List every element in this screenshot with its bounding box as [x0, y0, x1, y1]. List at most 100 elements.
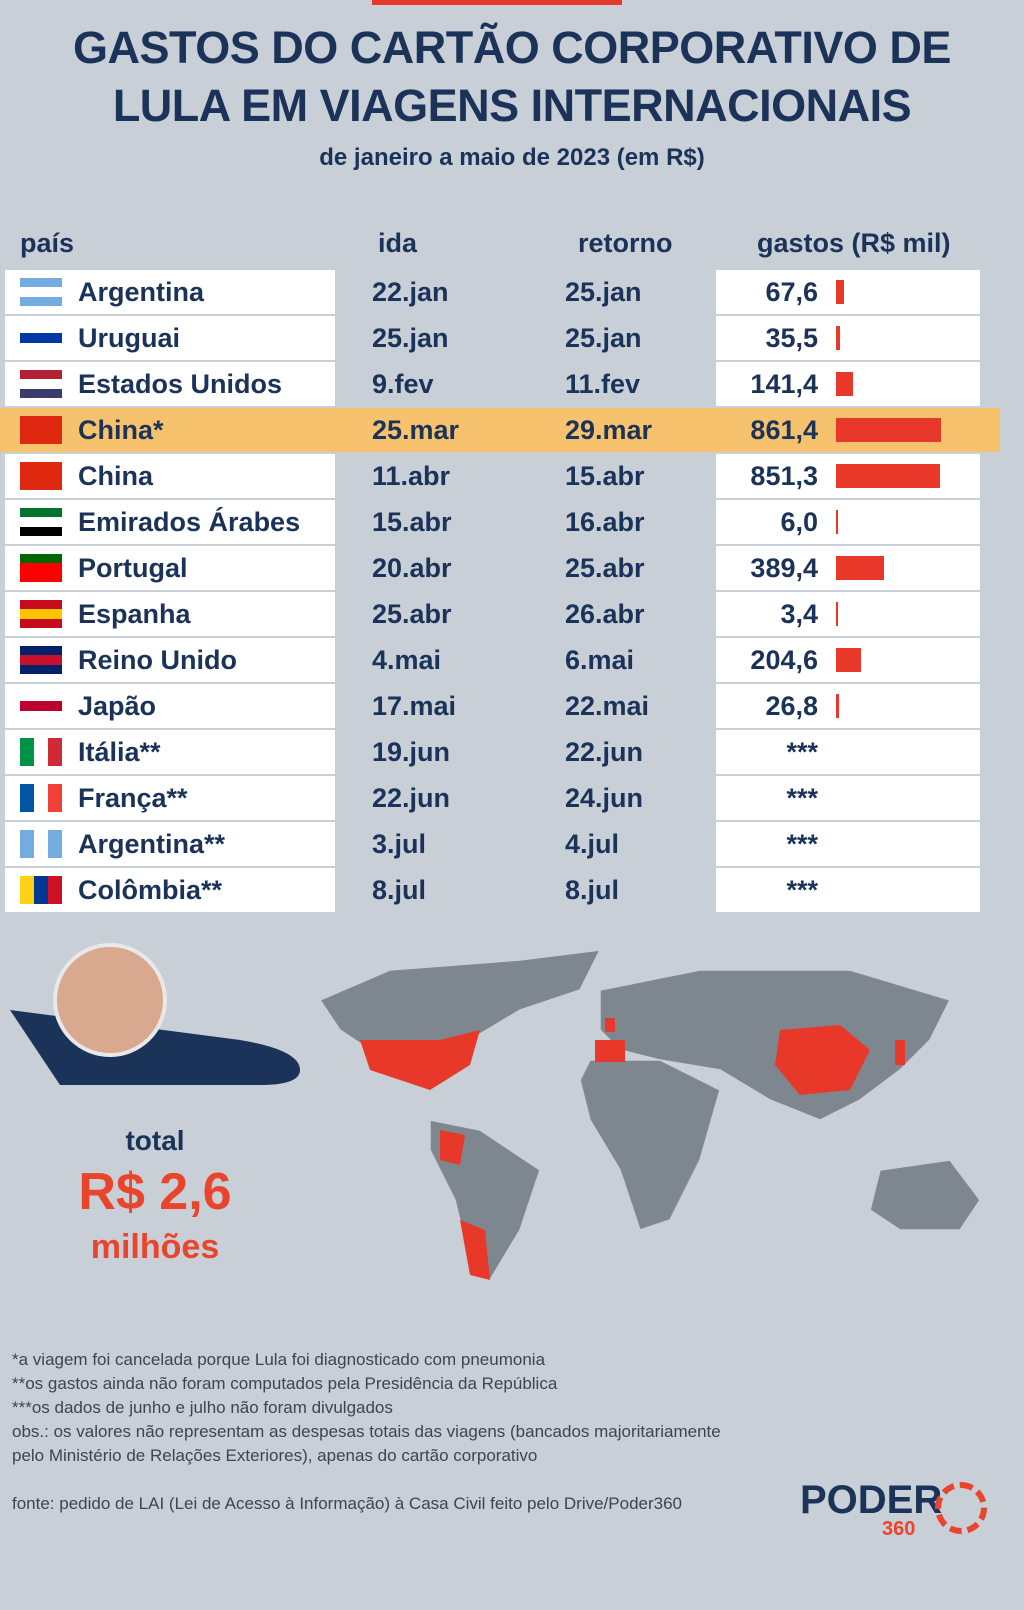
date-retorno: 22.jun [565, 737, 644, 767]
total-unit: milhões [90, 1228, 220, 1266]
row-cell [716, 822, 980, 866]
flag [20, 784, 34, 812]
date-ida: 22.jan [372, 277, 449, 307]
flag [20, 462, 62, 472]
date-retorno: 11.fev [565, 369, 641, 399]
spend-label: 3,4 [780, 599, 818, 629]
country: Emirados Árabes [78, 507, 301, 537]
highlight-row [0, 408, 1000, 452]
flag [20, 388, 62, 399]
country: Espanha [78, 599, 191, 629]
row-cell [716, 776, 980, 820]
date-ida: 25.abr [372, 599, 452, 629]
spend-bar [836, 372, 854, 396]
flag [20, 664, 62, 675]
spend-label: *** [786, 829, 818, 859]
row-cell [716, 270, 980, 314]
spend-bar [836, 326, 841, 350]
row-cell [716, 592, 980, 636]
date-ida: 11.abr [372, 461, 451, 491]
logo-icon [935, 1482, 987, 1534]
flag [20, 600, 62, 610]
country: China* [78, 415, 164, 445]
spend-label: 6,0 [780, 507, 818, 537]
total-value: R$ 2,6 [78, 1163, 232, 1221]
row-cell [716, 868, 980, 912]
flag [48, 738, 62, 766]
flag [48, 784, 62, 812]
flag [20, 278, 62, 288]
col-header: gastos (R$ mil) [757, 228, 951, 258]
col-header: país [20, 228, 75, 258]
date-retorno: 8.jul [565, 875, 620, 905]
date-ida: 22.jun [372, 783, 451, 813]
date-ida: 20.abr [372, 553, 452, 583]
flag [20, 830, 34, 858]
flag [20, 609, 62, 619]
flag [20, 517, 62, 527]
date-retorno: 15.abr [565, 461, 645, 491]
title: GASTOS DO CARTÃO CORPORATIVO DE [73, 22, 951, 73]
flag [20, 646, 62, 656]
country: Reino Unido [78, 645, 237, 675]
footnote: obs.: os valores não representam as desp… [12, 1422, 721, 1465]
spend-label: *** [786, 783, 818, 813]
flag [20, 480, 62, 491]
flag [20, 563, 62, 573]
spend-bar [836, 602, 838, 626]
flag [20, 287, 62, 297]
spend-label: 851,3 [750, 461, 818, 491]
spend-bar [836, 648, 861, 672]
date-ida: 8.jul [372, 875, 427, 905]
date-retorno: 6.mai [565, 645, 635, 675]
country: Colômbia** [78, 875, 223, 905]
portrait [53, 943, 167, 1057]
row-cell [716, 500, 980, 544]
flag [20, 333, 62, 343]
flag [20, 416, 62, 426]
flag [20, 618, 62, 629]
spend-bar [836, 510, 838, 534]
flag [34, 876, 48, 904]
date-retorno: 25.jan [565, 277, 642, 307]
spend-bar [836, 694, 840, 718]
subtitle: de janeiro a maio de 2023 (em R$) [319, 144, 705, 171]
flag [48, 830, 62, 858]
spend-label: 204,6 [750, 645, 818, 675]
total-label: total [125, 1125, 185, 1156]
row-cell [716, 730, 980, 774]
flag [48, 876, 62, 904]
col-header: ida [378, 228, 418, 258]
spend-label: 35,5 [765, 323, 818, 353]
footnote: ***os dados de junho e julho não foram d… [12, 1398, 393, 1417]
flag [20, 655, 62, 665]
spend-bar [836, 464, 940, 488]
spend-label: 389,4 [750, 553, 818, 583]
flag [20, 738, 34, 766]
spend-bar [836, 418, 942, 442]
illustration [10, 943, 981, 1282]
date-retorno: 25.abr [565, 553, 645, 583]
flag [20, 296, 62, 307]
country: Japão [78, 691, 157, 721]
footnote: **os gastos ainda não foram computados p… [12, 1374, 558, 1393]
flag [20, 526, 62, 537]
flag [20, 342, 62, 353]
logo: PODER [800, 1478, 943, 1522]
flag [20, 471, 62, 481]
date-retorno: 25.jan [565, 323, 642, 353]
country: Estados Unidos [78, 369, 283, 399]
country: Argentina [78, 277, 205, 307]
country: Portugal [78, 553, 188, 583]
spend-label: *** [786, 737, 818, 767]
spend-label: 141,4 [750, 369, 818, 399]
date-ida: 17.mai [372, 691, 457, 721]
date-retorno: 29.mar [565, 415, 653, 445]
flag [20, 434, 62, 445]
flag [20, 370, 62, 380]
spend-label: 861,4 [750, 415, 818, 445]
flag [34, 784, 48, 812]
title: LULA EM VIAGENS INTERNACIONAIS [112, 80, 912, 131]
flag [20, 554, 62, 564]
